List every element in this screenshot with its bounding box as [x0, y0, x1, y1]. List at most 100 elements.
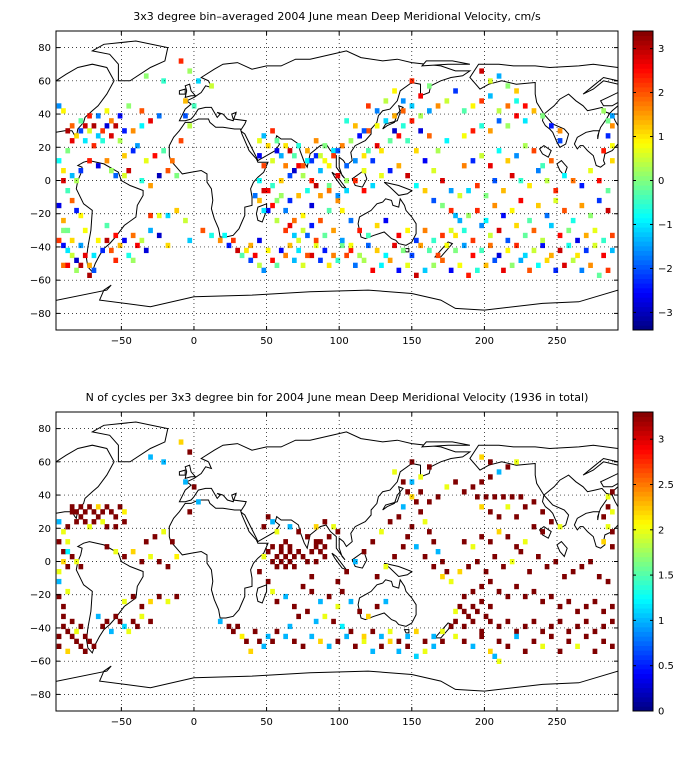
bin-cell — [540, 163, 545, 169]
bin-cell — [122, 554, 127, 560]
bin-cell — [557, 128, 563, 134]
bin-cell — [139, 178, 145, 184]
bin-cell — [313, 618, 319, 625]
colorbar-swatch — [633, 458, 653, 464]
bin-cell — [139, 603, 145, 610]
bin-cell — [95, 514, 101, 520]
colorbar-swatch — [633, 575, 653, 581]
bin-cell — [113, 173, 119, 179]
bin-cell — [300, 173, 306, 179]
x-tick-label: 200 — [475, 336, 494, 347]
bin-cell — [540, 113, 545, 119]
bin-cell — [440, 559, 445, 565]
bin-cell — [139, 237, 145, 244]
colorbar-swatch — [633, 650, 653, 656]
bin-cell — [335, 529, 341, 535]
bin-cell — [65, 262, 71, 268]
bin-cell — [130, 257, 136, 263]
bin-cell — [109, 509, 114, 515]
bin-cell — [557, 138, 563, 144]
bin-cell — [409, 524, 415, 530]
bin-cell — [143, 247, 149, 254]
bin-cell — [135, 623, 140, 630]
bin-cell — [56, 237, 62, 244]
colorbar-swatch — [633, 124, 653, 130]
bin-cell — [431, 643, 437, 649]
colorbar-swatch — [633, 556, 653, 562]
bin-cell — [505, 593, 511, 600]
bin-cell — [274, 529, 280, 535]
bin-cell — [383, 217, 389, 224]
bin-cell — [278, 247, 284, 254]
bin-cell — [440, 574, 445, 580]
bin-cell — [387, 638, 393, 644]
bin-cell — [514, 633, 519, 640]
bin-cell — [305, 252, 310, 259]
bin-cell — [117, 504, 123, 510]
bin-cell — [261, 207, 267, 214]
x-tick-label: −50 — [111, 717, 132, 728]
bin-cell — [453, 212, 458, 219]
y-tick-label: −20 — [30, 590, 51, 601]
bin-cell — [553, 267, 559, 273]
bin-cell — [104, 504, 110, 510]
bin-cell — [457, 262, 463, 268]
x-tick-label: 250 — [547, 336, 566, 347]
bin-cell — [65, 564, 71, 570]
bin-cell — [566, 628, 572, 635]
bin-cell — [461, 623, 467, 630]
bin-cell — [448, 267, 454, 273]
colorbar-swatch — [633, 255, 653, 261]
bin-cell — [605, 524, 611, 530]
bin-cell — [610, 247, 615, 254]
bin-cell — [444, 138, 450, 144]
colorbar-swatch — [633, 292, 653, 298]
bin-cell — [592, 628, 598, 635]
bin-cell — [383, 118, 389, 124]
bin-cell — [501, 267, 506, 273]
bin-cell — [65, 188, 71, 194]
bin-cell — [583, 618, 589, 625]
bin-cell — [87, 638, 92, 644]
bin-cell — [405, 262, 410, 268]
bin-cell — [56, 578, 62, 585]
bin-cell — [461, 638, 467, 644]
coastline — [403, 629, 410, 634]
bin-cell — [353, 262, 358, 268]
bin-cell — [148, 454, 153, 460]
bin-cell — [130, 148, 136, 154]
bin-cell — [527, 569, 532, 575]
colorbar-swatch — [633, 54, 653, 60]
bin-cell — [130, 128, 136, 134]
bin-cell — [104, 108, 110, 114]
bin-cell — [553, 197, 559, 204]
bin-cell — [122, 598, 127, 605]
bin-cell — [475, 559, 480, 565]
bin-cell — [61, 613, 66, 620]
colorbar-swatch — [633, 440, 653, 446]
bin-cell — [479, 504, 484, 510]
bin-cell — [300, 554, 306, 560]
bin-cell — [257, 569, 262, 575]
bin-cell — [531, 618, 537, 625]
bin-cell — [309, 178, 315, 184]
bin-cell — [65, 648, 71, 654]
bin-cell — [209, 83, 214, 89]
bin-cell — [522, 539, 528, 545]
bin-cell — [331, 618, 336, 625]
bin-cell — [91, 509, 97, 515]
bin-cell — [496, 623, 502, 630]
bin-cell — [405, 138, 410, 144]
x-tick-label: 0 — [191, 717, 197, 728]
coastline — [168, 118, 269, 238]
bin-cell — [69, 504, 75, 510]
bin-cell — [583, 633, 589, 640]
colorbar-swatch — [633, 538, 653, 544]
bin-cell — [505, 464, 511, 470]
bin-cell — [405, 173, 410, 179]
bin-cell — [479, 598, 484, 605]
bin-cell — [287, 197, 293, 204]
bin-cell — [444, 484, 450, 490]
bin-cell — [318, 168, 323, 174]
bin-cell — [69, 173, 75, 179]
